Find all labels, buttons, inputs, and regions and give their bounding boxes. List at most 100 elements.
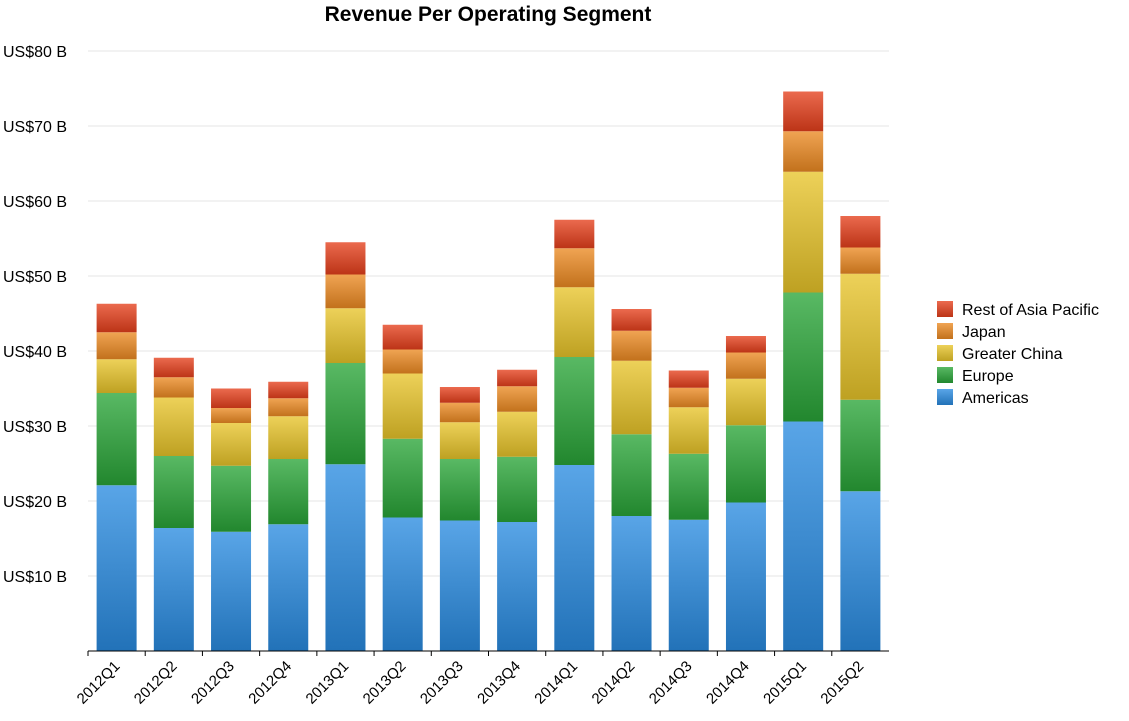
x-tick-label: 2015Q1 — [760, 658, 810, 708]
bar-segment — [96, 485, 137, 651]
bar-segment — [725, 352, 766, 379]
bar-segment — [611, 330, 652, 361]
bar-segment — [725, 378, 766, 426]
bar-segment — [382, 373, 423, 439]
bar-segment — [497, 522, 538, 651]
bar-segment — [382, 324, 423, 350]
x-tick-label: 2015Q2 — [817, 658, 867, 708]
grid-layer — [88, 50, 889, 577]
bar-segment — [840, 273, 881, 400]
bar-segment — [325, 363, 366, 465]
legend-item: Americas — [937, 389, 1029, 407]
x-tick-label: 2013Q2 — [360, 658, 410, 708]
bar-segment — [268, 459, 309, 525]
bar-segment — [611, 516, 652, 651]
bar-stack — [554, 219, 595, 651]
bar-stack — [497, 369, 538, 651]
bar-segment — [153, 357, 194, 378]
legend: Rest of Asia Pacific Japan Greater China Eu… — [937, 301, 1099, 407]
bar-stack — [325, 242, 366, 651]
bar-segment — [725, 425, 766, 503]
bar-segment — [268, 416, 309, 459]
bar-segment — [840, 491, 881, 651]
bar-segment — [554, 465, 595, 651]
bar-segment — [783, 91, 824, 132]
x-tick-label: 2014Q2 — [589, 658, 639, 708]
x-tick-label: 2013Q4 — [474, 658, 524, 708]
bar-segment — [611, 434, 652, 516]
y-tick-label: US$80 B — [3, 44, 67, 61]
bar-segment — [325, 274, 366, 309]
bar-segment — [96, 393, 137, 486]
bar-segment — [554, 357, 595, 465]
bar-segment — [382, 349, 423, 374]
bar-segment — [439, 422, 480, 459]
bar-segment — [725, 336, 766, 353]
bar-segment — [211, 408, 252, 423]
legend-item: Rest of Asia Pacific — [937, 301, 1099, 319]
bar-stack — [725, 336, 766, 651]
bar-stack — [611, 309, 652, 651]
bar-segment — [325, 242, 366, 275]
bar-segment — [211, 388, 252, 408]
bar-segment — [497, 411, 538, 457]
bar-segment — [211, 465, 252, 532]
bar-segment — [497, 386, 538, 412]
legend-label: Japan — [962, 324, 1006, 341]
bar-segment — [497, 369, 538, 387]
bar-stack — [153, 357, 194, 651]
legend-swatch — [937, 323, 953, 339]
x-tick-label: 2014Q4 — [703, 658, 753, 708]
bar-segment — [668, 370, 709, 388]
chart-title: Revenue Per Operating Segment — [324, 3, 652, 26]
bar-segment — [783, 131, 824, 172]
bar-segment — [211, 531, 252, 651]
bar-segment — [668, 453, 709, 520]
bar-segment — [554, 287, 595, 357]
bar-segment — [783, 292, 824, 422]
bar-stack — [382, 324, 423, 651]
bar-stack — [96, 303, 137, 651]
x-tick-label: 2012Q1 — [74, 658, 124, 708]
x-tick-label: 2012Q4 — [245, 658, 295, 708]
bar-segment — [725, 502, 766, 651]
bar-segment — [153, 377, 194, 398]
legend-item: Japan — [937, 323, 1006, 341]
legend-label: Europe — [962, 368, 1014, 385]
legend-swatch — [937, 345, 953, 361]
y-tick-label: US$60 B — [3, 194, 67, 211]
bar-segment — [611, 360, 652, 435]
bar-segment — [439, 387, 480, 403]
bar-segment — [668, 387, 709, 408]
bar-segment — [554, 219, 595, 249]
x-tick-label: 2012Q3 — [188, 658, 238, 708]
bar-segment — [153, 528, 194, 651]
bar-stack — [840, 216, 881, 651]
bar-segment — [668, 407, 709, 454]
bar-stack — [783, 91, 824, 651]
bar-segment — [268, 398, 309, 417]
x-tick-label: 2013Q3 — [417, 658, 467, 708]
legend-swatch — [937, 367, 953, 383]
x-tick-label: 2013Q1 — [303, 658, 353, 708]
bar-segment — [153, 397, 194, 456]
x-tick-label: 2014Q3 — [646, 658, 696, 708]
bar-segment — [783, 421, 824, 651]
bar-segment — [325, 464, 366, 651]
bar-segment — [325, 308, 366, 363]
x-tick-label: 2012Q2 — [131, 658, 181, 708]
bar-segment — [439, 459, 480, 521]
bar-segment — [668, 519, 709, 651]
bar-layer — [96, 91, 881, 651]
bar-segment — [439, 402, 480, 423]
y-tick-label: US$50 B — [3, 269, 67, 286]
bar-stack — [668, 370, 709, 651]
y-tick-label: US$20 B — [3, 494, 67, 511]
bar-segment — [840, 399, 881, 492]
bar-stack — [211, 388, 252, 651]
bar-segment — [153, 456, 194, 528]
legend-label: Rest of Asia Pacific — [962, 302, 1099, 319]
bar-segment — [268, 381, 309, 399]
bar-stack — [268, 381, 309, 651]
